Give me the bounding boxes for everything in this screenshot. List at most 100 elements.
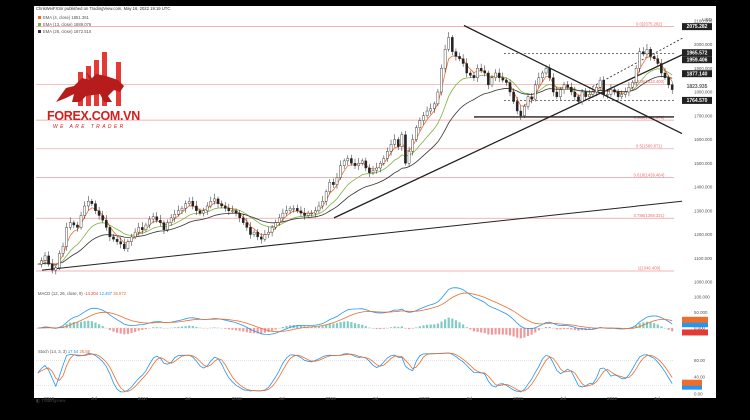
macd-tick-label: 100.000 — [694, 295, 710, 300]
candle-body — [458, 56, 461, 59]
macd-histogram-bar — [660, 326, 663, 329]
time-axis-label: 2017 — [137, 396, 149, 401]
macd-histogram-bar — [671, 328, 674, 332]
candle-body — [559, 89, 562, 97]
candle-body — [483, 70, 487, 74]
macd-histogram-bar — [72, 322, 75, 329]
candle-body — [285, 210, 288, 214]
candle-body — [360, 160, 364, 164]
candle-body — [40, 260, 43, 265]
macd-histogram-bar — [343, 321, 346, 329]
candle-body — [400, 134, 404, 147]
candle-body — [469, 72, 472, 76]
candle-body — [332, 182, 335, 185]
candle-body — [267, 231, 270, 235]
time-axis-label: Jul — [466, 396, 473, 401]
macd-histogram-bar — [155, 327, 158, 329]
macd-histogram-bar — [101, 325, 104, 329]
candle-body — [83, 205, 86, 216]
candle-body — [58, 253, 61, 268]
time-axis-label: Jul — [560, 396, 566, 401]
candle-body — [656, 58, 660, 64]
stoch-value-2: 26.88 — [79, 349, 90, 354]
macd-histogram-bar — [224, 328, 227, 329]
tradingview-chart[interactable]: ChrisWeiFXSir published on TradingView.c… — [34, 6, 716, 403]
macd-histogram-bar — [526, 328, 530, 336]
macd-histogram-bar — [422, 325, 425, 329]
price-label: 1823.935 — [682, 82, 712, 90]
macd-pane[interactable]: 100.000 50.000 0.000 — [34, 287, 716, 346]
macd-histogram-bar — [418, 326, 421, 329]
candle-body — [569, 87, 573, 93]
macd-histogram-bar — [271, 328, 274, 331]
candle-body — [393, 139, 396, 145]
candle-body — [231, 210, 234, 212]
candle-body — [407, 151, 411, 164]
price-pane[interactable]: 2100.000 2000.000 1900.000 1800.000 1700.000… — [34, 6, 716, 286]
candle-body — [241, 217, 245, 223]
macd-histogram-bar — [346, 321, 349, 329]
macd-histogram-bar — [426, 324, 429, 329]
candle-body — [263, 234, 267, 240]
macd-histogram-bar — [238, 328, 241, 331]
macd-histogram-bar — [530, 328, 533, 335]
legend-swatch-icon — [38, 23, 41, 27]
rising-trendline — [333, 53, 685, 219]
candle-body — [144, 224, 148, 230]
candle-body — [598, 79, 602, 88]
macd-histogram-bar — [123, 328, 126, 335]
candle-body — [202, 210, 205, 214]
price-tick-label: 1900.000 — [694, 66, 713, 71]
macd-histogram-bar — [130, 328, 133, 334]
candle-body — [584, 91, 587, 97]
candle-body — [353, 163, 357, 166]
candle-body — [580, 91, 584, 102]
price-label-bg — [682, 96, 712, 104]
stoch-k-line — [37, 352, 673, 393]
stoch-pane[interactable]: 80.00 40.00 0.00 — [34, 348, 716, 398]
bull-icon — [56, 52, 124, 106]
price-label: 1877.140 — [682, 70, 712, 77]
macd-histogram-bar — [516, 328, 519, 338]
macd-histogram-bar — [667, 328, 670, 330]
macd-histogram-bar — [83, 321, 86, 329]
candle-body — [577, 96, 580, 102]
candle-body — [205, 205, 209, 211]
candle-body — [667, 77, 670, 86]
macd-histogram-bar — [544, 326, 548, 329]
candle-body — [595, 87, 598, 93]
time-axis-label: 2020 — [419, 396, 430, 401]
legend-ema-26: EMA (26, close) 1872.510 — [38, 29, 91, 34]
macd-value-3: 26.672 — [113, 291, 127, 296]
macd-tick-label: 50.000 — [694, 310, 708, 315]
candle-body — [613, 89, 616, 93]
candle-body — [335, 177, 339, 185]
macd-value-tag — [682, 321, 708, 328]
candle-body — [94, 203, 97, 211]
candle-body — [429, 108, 432, 112]
stoch-value-1: 17.54 — [67, 349, 79, 354]
fib-level-label: 0.5(1560.871) — [636, 143, 663, 148]
candle-body — [541, 72, 544, 78]
candle-body — [660, 63, 663, 74]
macd-histogram-bar — [494, 328, 497, 335]
stoch-tick-label: 80.00 — [694, 358, 706, 363]
forex-logo — [56, 52, 124, 106]
candle-body — [191, 201, 195, 207]
candle-body — [447, 37, 450, 50]
macd-histogram-bar — [389, 327, 393, 329]
candle-body — [389, 144, 393, 152]
candle-body — [476, 68, 479, 78]
tradingview-brand: ◧ TradingView — [36, 398, 66, 403]
macd-histogram-bar — [152, 327, 155, 329]
candle-body — [508, 82, 512, 93]
price-tick-label: 1300.000 — [694, 208, 713, 213]
candle-body — [368, 167, 371, 173]
macd-histogram-bar — [588, 328, 591, 330]
macd-histogram-bar — [339, 322, 342, 329]
candle-body — [490, 77, 494, 86]
macd-histogram-bar — [407, 328, 411, 330]
candle-body — [141, 227, 144, 230]
macd-histogram-bar — [195, 326, 198, 329]
price-label: 2075.282 — [682, 23, 712, 30]
